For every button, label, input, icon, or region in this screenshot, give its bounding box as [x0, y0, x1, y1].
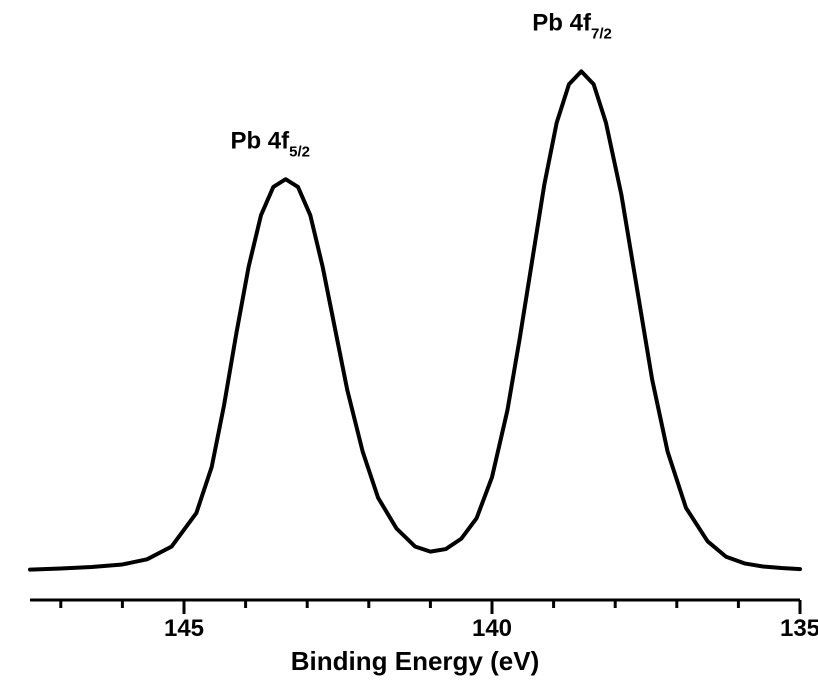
peak-label: Pb 4f7/2: [532, 9, 612, 42]
spectrum-line: [30, 71, 800, 569]
x-tick-label: 145: [164, 615, 204, 642]
x-tick-label: 140: [472, 615, 512, 642]
peak-label: Pb 4f5/2: [230, 127, 310, 160]
xps-chart: 145 140 135 Binding Energy (eV) Pb 4f5/2 Pb 4…: [0, 0, 818, 680]
chart-svg: 145 140 135 Binding Energy (eV) Pb 4f5/2 Pb 4…: [0, 0, 818, 680]
x-tick-label: 135: [780, 615, 818, 642]
x-axis-label: Binding Energy (eV): [291, 646, 539, 676]
